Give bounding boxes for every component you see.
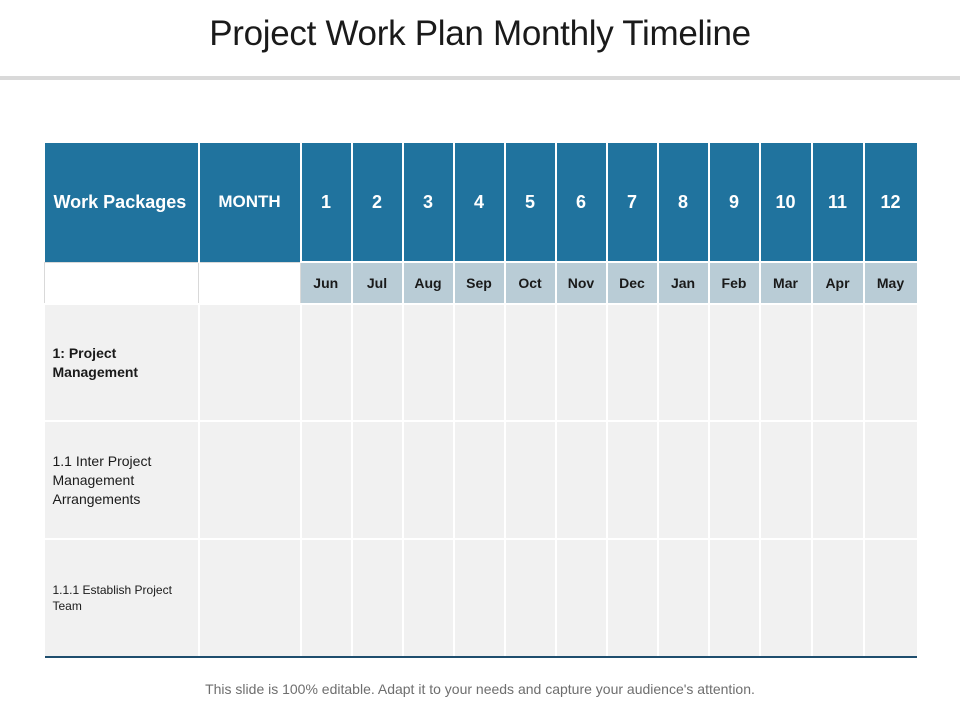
timeline-cell[interactable]	[657, 538, 710, 658]
timeline-cell[interactable]	[198, 303, 302, 421]
timeline-cell[interactable]	[300, 420, 353, 539]
month-name-cell: Nov	[555, 261, 608, 304]
timeline-cell[interactable]	[606, 303, 659, 421]
timeline-cell[interactable]	[555, 420, 608, 539]
task-label-cell: 1.1 Inter Project Management Arrangement…	[44, 420, 200, 539]
timeline-cell[interactable]	[759, 538, 813, 658]
month-name-cell: Jun	[300, 261, 353, 304]
header-month-number: 9	[708, 143, 761, 262]
timeline-cell[interactable]	[606, 420, 659, 539]
task-label: 1.1.1 Establish Project Team	[52, 583, 172, 613]
month-name-cell: Sep	[453, 261, 506, 304]
slide-title: Project Work Plan Monthly Timeline	[209, 14, 751, 53]
timeline-cell[interactable]	[453, 538, 506, 658]
month-name-cell: May	[863, 261, 917, 304]
timeline-cell[interactable]	[606, 538, 659, 658]
header-month-number: 6	[555, 143, 608, 262]
month-name-cell: Mar	[759, 261, 813, 304]
blank-cell	[44, 261, 199, 305]
header-month-number: 5	[504, 143, 557, 262]
timeline-cell[interactable]	[657, 303, 710, 421]
task-label: 1.1 Inter Project Management Arrangement…	[52, 452, 152, 507]
timeline-cell[interactable]	[453, 420, 506, 539]
timeline-cell[interactable]	[759, 420, 813, 539]
timeline-cell[interactable]	[863, 538, 917, 658]
timeline-cell[interactable]	[300, 538, 353, 658]
task-row: 1.1 Inter Project Management Arrangement…	[44, 420, 917, 539]
header-month-number: 7	[606, 143, 659, 262]
timeline-cell[interactable]	[402, 538, 455, 658]
task-label-cell: 1.1.1 Establish Project Team	[44, 538, 200, 658]
timeline-cell[interactable]	[300, 303, 353, 421]
task-label-cell: 1: Project Management	[44, 303, 200, 421]
timeline-table: Work Packages MONTH 1 2 3 4 5 6 7 8 9 10…	[44, 143, 917, 658]
timeline-cell[interactable]	[351, 538, 404, 658]
header-month-number: 3	[402, 143, 455, 262]
timeline-cell[interactable]	[811, 420, 865, 539]
timeline-cell[interactable]	[453, 303, 506, 421]
header-month-number: 11	[811, 143, 865, 262]
month-name-cell: Jan	[657, 261, 710, 304]
month-names-row: Jun Jul Aug Sep Oct Nov Dec Jan Feb Mar …	[44, 261, 917, 305]
month-name-cell: Dec	[606, 261, 659, 304]
month-name-cell: Oct	[504, 261, 557, 304]
timeline-cell[interactable]	[504, 303, 557, 421]
timeline-cell[interactable]	[555, 303, 608, 421]
timeline-cell[interactable]	[402, 420, 455, 539]
timeline-cell[interactable]	[504, 420, 557, 539]
month-name-cell: Apr	[811, 261, 865, 304]
header-row: Work Packages MONTH 1 2 3 4 5 6 7 8 9 10…	[44, 143, 917, 262]
header-month-number: 2	[351, 143, 404, 262]
header-month-number: 10	[759, 143, 813, 262]
timeline-cell[interactable]	[863, 420, 917, 539]
timeline-cell[interactable]	[708, 538, 761, 658]
timeline-cell[interactable]	[504, 538, 557, 658]
timeline-cell[interactable]	[708, 420, 761, 539]
header-month-number: 1	[300, 143, 353, 262]
timeline-cell[interactable]	[863, 303, 917, 421]
month-name-cell: Feb	[708, 261, 761, 304]
timeline-cell[interactable]	[811, 538, 865, 658]
header-month-number: 4	[453, 143, 506, 262]
header-month-number: 8	[657, 143, 710, 262]
header-month-label: MONTH	[198, 143, 302, 262]
slide-footer-note: This slide is 100% editable. Adapt it to…	[205, 681, 755, 697]
timeline-cell[interactable]	[811, 303, 865, 421]
task-row: 1: Project Management	[44, 303, 917, 421]
header-work-packages: Work Packages	[44, 143, 200, 262]
timeline-cell[interactable]	[402, 303, 455, 421]
blank-cell	[198, 261, 301, 305]
month-name-cell: Aug	[402, 261, 455, 304]
timeline-cell[interactable]	[351, 420, 404, 539]
task-row: 1.1.1 Establish Project Team	[44, 538, 917, 658]
month-name-cell: Jul	[351, 261, 404, 304]
title-divider	[0, 76, 960, 80]
timeline-cell[interactable]	[198, 420, 302, 539]
task-label: 1: Project Management	[52, 344, 139, 380]
timeline-cell[interactable]	[759, 303, 813, 421]
timeline-cell[interactable]	[657, 420, 710, 539]
timeline-cell[interactable]	[708, 303, 761, 421]
timeline-cell[interactable]	[351, 303, 404, 421]
timeline-cell[interactable]	[198, 538, 302, 658]
timeline-cell[interactable]	[555, 538, 608, 658]
header-month-number: 12	[863, 143, 917, 262]
